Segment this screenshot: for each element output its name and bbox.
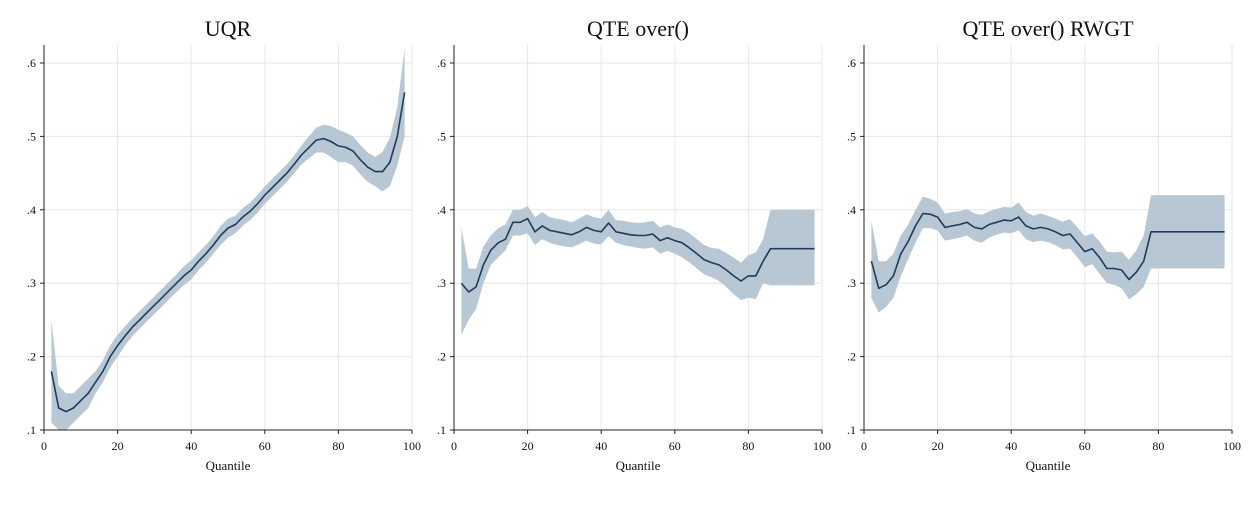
y-tick-label: .6 <box>847 56 856 70</box>
x-tick-label: 60 <box>259 439 271 453</box>
x-tick-label: 100 <box>813 439 831 453</box>
panel-title: UQR <box>205 16 252 41</box>
x-axis-title: Quantile <box>616 458 661 473</box>
y-tick-label: .3 <box>847 276 856 290</box>
chart-panel-3: .1 .2 .3 .4 .5 .6 0 20 40 60 80 100 QTE over() RWGT Q… <box>847 16 1241 473</box>
x-axis-title: Quantile <box>206 458 251 473</box>
x-tick-label: 20 <box>112 439 124 453</box>
panel-title: QTE over() RWGT <box>962 16 1134 41</box>
x-tick-label: 40 <box>185 439 197 453</box>
y-tick-label: .4 <box>437 203 446 217</box>
x-tick-label: 80 <box>332 439 344 453</box>
chart-panel-2: .1 .2 .3 .4 .5 .6 0 20 40 60 80 100 QTE over() Quanti… <box>437 16 831 473</box>
panel-title: QTE over() <box>587 16 689 41</box>
x-tick-label: 60 <box>669 439 681 453</box>
y-tick-label: .5 <box>27 129 36 143</box>
series-line <box>460 217 815 293</box>
x-tick-label: 60 <box>1079 439 1091 453</box>
y-tick-label: .6 <box>437 56 446 70</box>
y-tick-label: .3 <box>437 276 446 290</box>
y-tick-label: .1 <box>27 423 36 437</box>
confidence-band <box>51 48 405 431</box>
chart-panel-1: .1 .2 .3 .4 .5 .6 0 20 40 60 80 100 UQR Quantile <box>27 16 421 473</box>
confidence-band <box>871 195 1225 313</box>
confidence-band <box>461 206 815 335</box>
x-tick-label: 0 <box>861 439 867 453</box>
y-tick-label: .5 <box>437 129 446 143</box>
series-line <box>870 212 1225 290</box>
x-tick-label: 0 <box>451 439 457 453</box>
x-tick-label: 20 <box>522 439 534 453</box>
x-tick-label: 40 <box>595 439 607 453</box>
x-tick-label: 40 <box>1005 439 1017 453</box>
y-tick-label: .3 <box>27 276 36 290</box>
x-tick-label: 80 <box>1152 439 1164 453</box>
y-tick-label: .2 <box>437 350 446 364</box>
series-line <box>50 92 406 413</box>
y-tick-label: .1 <box>847 423 856 437</box>
x-axis-title: Quantile <box>1026 458 1071 473</box>
x-tick-label: 100 <box>403 439 421 453</box>
y-tick-label: .4 <box>847 203 856 217</box>
y-tick-label: .2 <box>847 350 856 364</box>
x-tick-label: 20 <box>932 439 944 453</box>
x-tick-label: 0 <box>41 439 47 453</box>
y-tick-label: .5 <box>847 129 856 143</box>
y-tick-label: .6 <box>27 56 36 70</box>
x-tick-label: 80 <box>742 439 754 453</box>
x-tick-label: 100 <box>1223 439 1241 453</box>
y-tick-label: .2 <box>27 350 36 364</box>
y-tick-label: .4 <box>27 203 36 217</box>
y-tick-label: .1 <box>437 423 446 437</box>
